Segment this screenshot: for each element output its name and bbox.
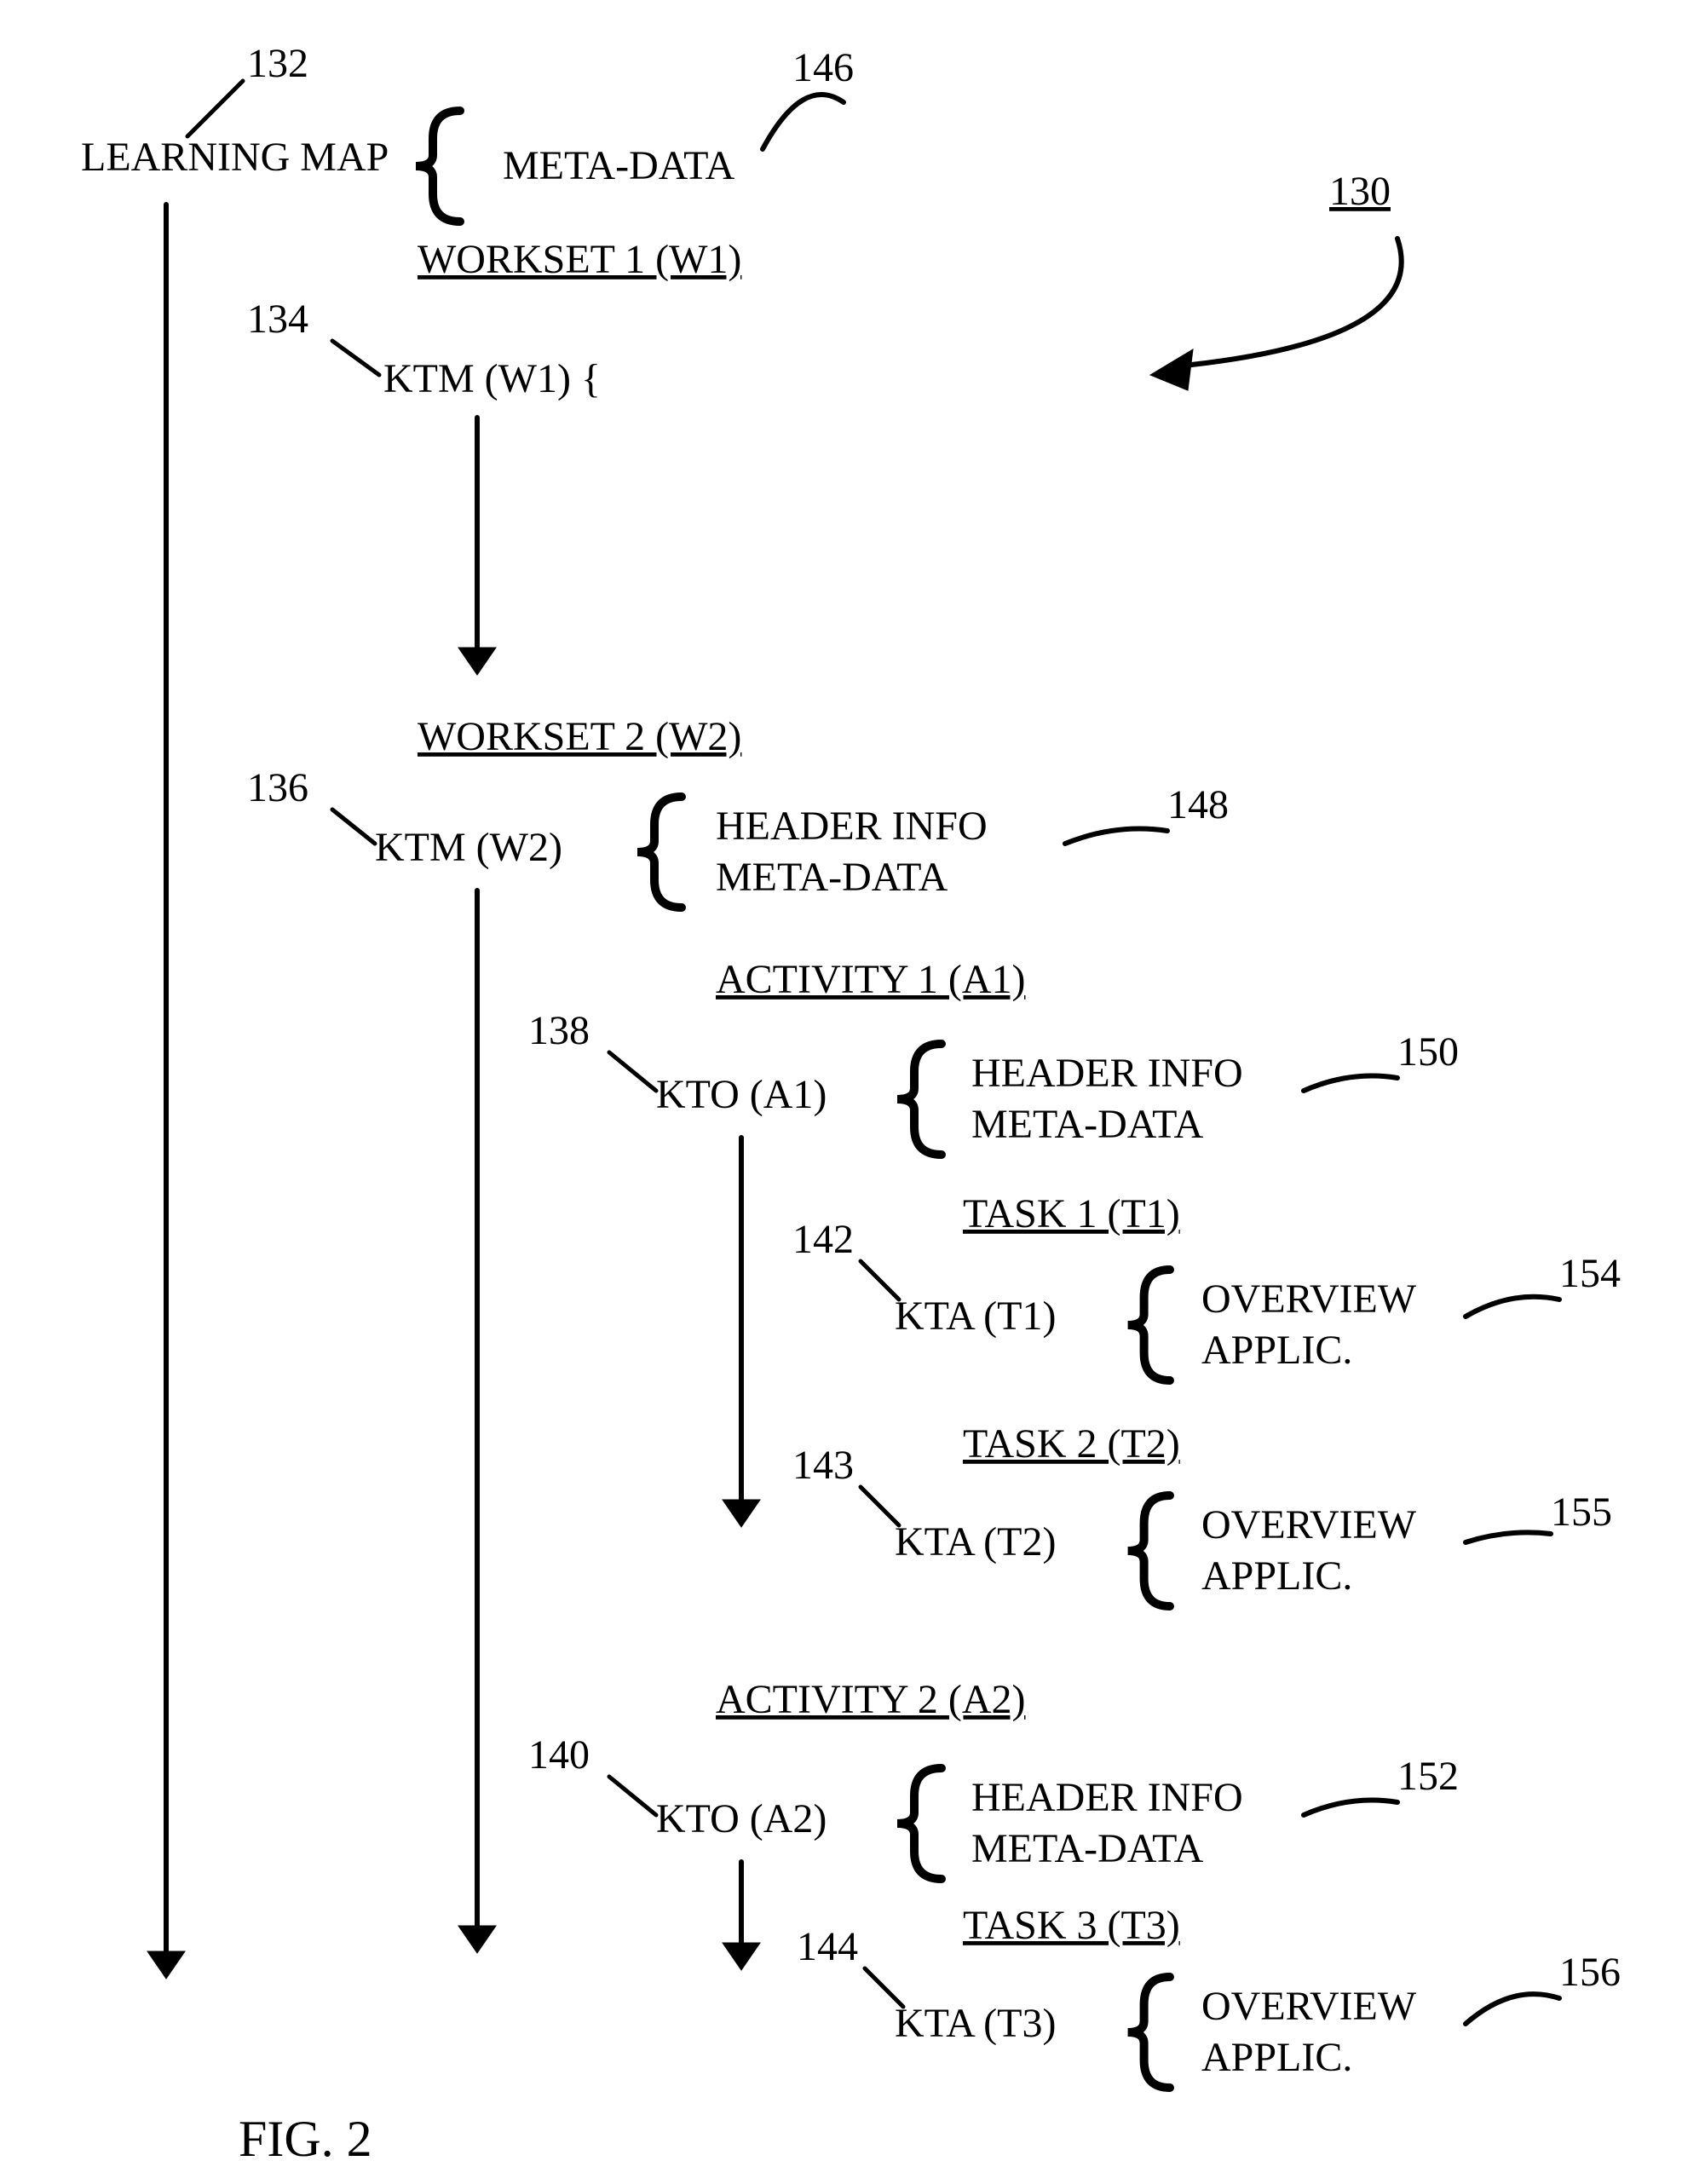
ref-136: 136 xyxy=(247,765,308,810)
kto-a2-label: KTO (A2) xyxy=(656,1796,827,1841)
a1-meta-data: META-DATA xyxy=(971,1102,1204,1147)
arrow-main-left-head xyxy=(147,1951,185,1979)
arrow-w1-down-head xyxy=(458,648,496,675)
brace-a1 xyxy=(897,1044,942,1155)
t2-overview: OVERVIEW xyxy=(1201,1502,1417,1547)
swoosh-148 xyxy=(1065,829,1167,844)
swoosh-150 xyxy=(1304,1076,1397,1091)
ktm-w1-label: KTM (W1) { xyxy=(383,356,601,401)
leader-132 xyxy=(187,81,243,136)
ref-142: 142 xyxy=(792,1217,854,1262)
leader-140 xyxy=(609,1777,656,1815)
task1-heading: TASK 1 (T1) xyxy=(963,1191,1180,1236)
brace-t2 xyxy=(1128,1495,1170,1606)
kta-t1-label: KTA (T1) xyxy=(895,1294,1056,1339)
kta-t3-label: KTA (T3) xyxy=(895,2001,1056,2046)
ref-156: 156 xyxy=(1559,1950,1621,1995)
brace-t1 xyxy=(1128,1270,1170,1380)
workset1-heading: WORKSET 1 (W1) xyxy=(418,237,741,282)
brace-learning-map xyxy=(416,111,460,222)
arrow-a1-down-head xyxy=(723,1500,760,1527)
kta-t2-label: KTA (T2) xyxy=(895,1519,1056,1565)
arrow-w2-down-head xyxy=(458,1926,496,1953)
ref-144: 144 xyxy=(797,1924,858,1969)
learning-map-label: LEARNING MAP xyxy=(81,135,389,180)
leader-142 xyxy=(861,1261,899,1299)
brace-t3 xyxy=(1128,1977,1170,2088)
t3-applic: APPLIC. xyxy=(1201,2035,1352,2080)
arrow-130 xyxy=(1176,239,1402,366)
arrow-a2-down-head xyxy=(723,1943,760,1970)
a2-header-info: HEADER INFO xyxy=(971,1775,1243,1820)
leader-138 xyxy=(609,1052,656,1091)
a2-meta-data: META-DATA xyxy=(971,1826,1204,1871)
leader-136 xyxy=(332,810,375,844)
w2-meta-data: META-DATA xyxy=(716,855,948,900)
ktm-w2-label: KTM (W2) xyxy=(375,825,562,870)
t1-overview: OVERVIEW xyxy=(1201,1276,1417,1322)
leader-134 xyxy=(332,341,379,375)
meta-data-label: META-DATA xyxy=(503,143,735,188)
ref-152: 152 xyxy=(1397,1754,1459,1799)
brace-w2 xyxy=(637,797,682,908)
kto-a1-label: KTO (A1) xyxy=(656,1072,827,1117)
w2-header-info: HEADER INFO xyxy=(716,804,988,849)
arrow-130-head xyxy=(1150,349,1193,390)
ref-150: 150 xyxy=(1397,1029,1459,1075)
task3-heading: TASK 3 (T3) xyxy=(963,1903,1180,1948)
ref-154: 154 xyxy=(1559,1251,1621,1296)
t2-applic: APPLIC. xyxy=(1201,1553,1352,1599)
activity1-heading: ACTIVITY 1 (A1) xyxy=(716,957,1025,1002)
ref-132: 132 xyxy=(247,41,308,86)
t3-overview: OVERVIEW xyxy=(1201,1984,1417,2029)
ref-130: 130 xyxy=(1329,169,1391,214)
ref-134: 134 xyxy=(247,297,308,342)
task2-heading: TASK 2 (T2) xyxy=(963,1421,1180,1467)
ref-138: 138 xyxy=(528,1008,590,1053)
activity2-heading: ACTIVITY 2 (A2) xyxy=(716,1677,1025,1722)
workset2-heading: WORKSET 2 (W2) xyxy=(418,714,741,759)
t1-applic: APPLIC. xyxy=(1201,1328,1352,1373)
ref-155: 155 xyxy=(1551,1490,1612,1535)
a1-header-info: HEADER INFO xyxy=(971,1051,1243,1096)
ref-146: 146 xyxy=(792,45,854,90)
ref-148: 148 xyxy=(1167,782,1229,827)
swoosh-154 xyxy=(1466,1297,1559,1317)
swoosh-146 xyxy=(763,95,844,149)
ref-140: 140 xyxy=(528,1732,590,1778)
leader-143 xyxy=(861,1487,899,1525)
swoosh-156 xyxy=(1466,1994,1559,2024)
ref-143: 143 xyxy=(792,1443,854,1488)
figure-caption: FIG. 2 xyxy=(239,2111,372,2167)
swoosh-152 xyxy=(1304,1801,1397,1815)
brace-a2 xyxy=(897,1768,942,1879)
swoosh-155 xyxy=(1466,1532,1551,1542)
